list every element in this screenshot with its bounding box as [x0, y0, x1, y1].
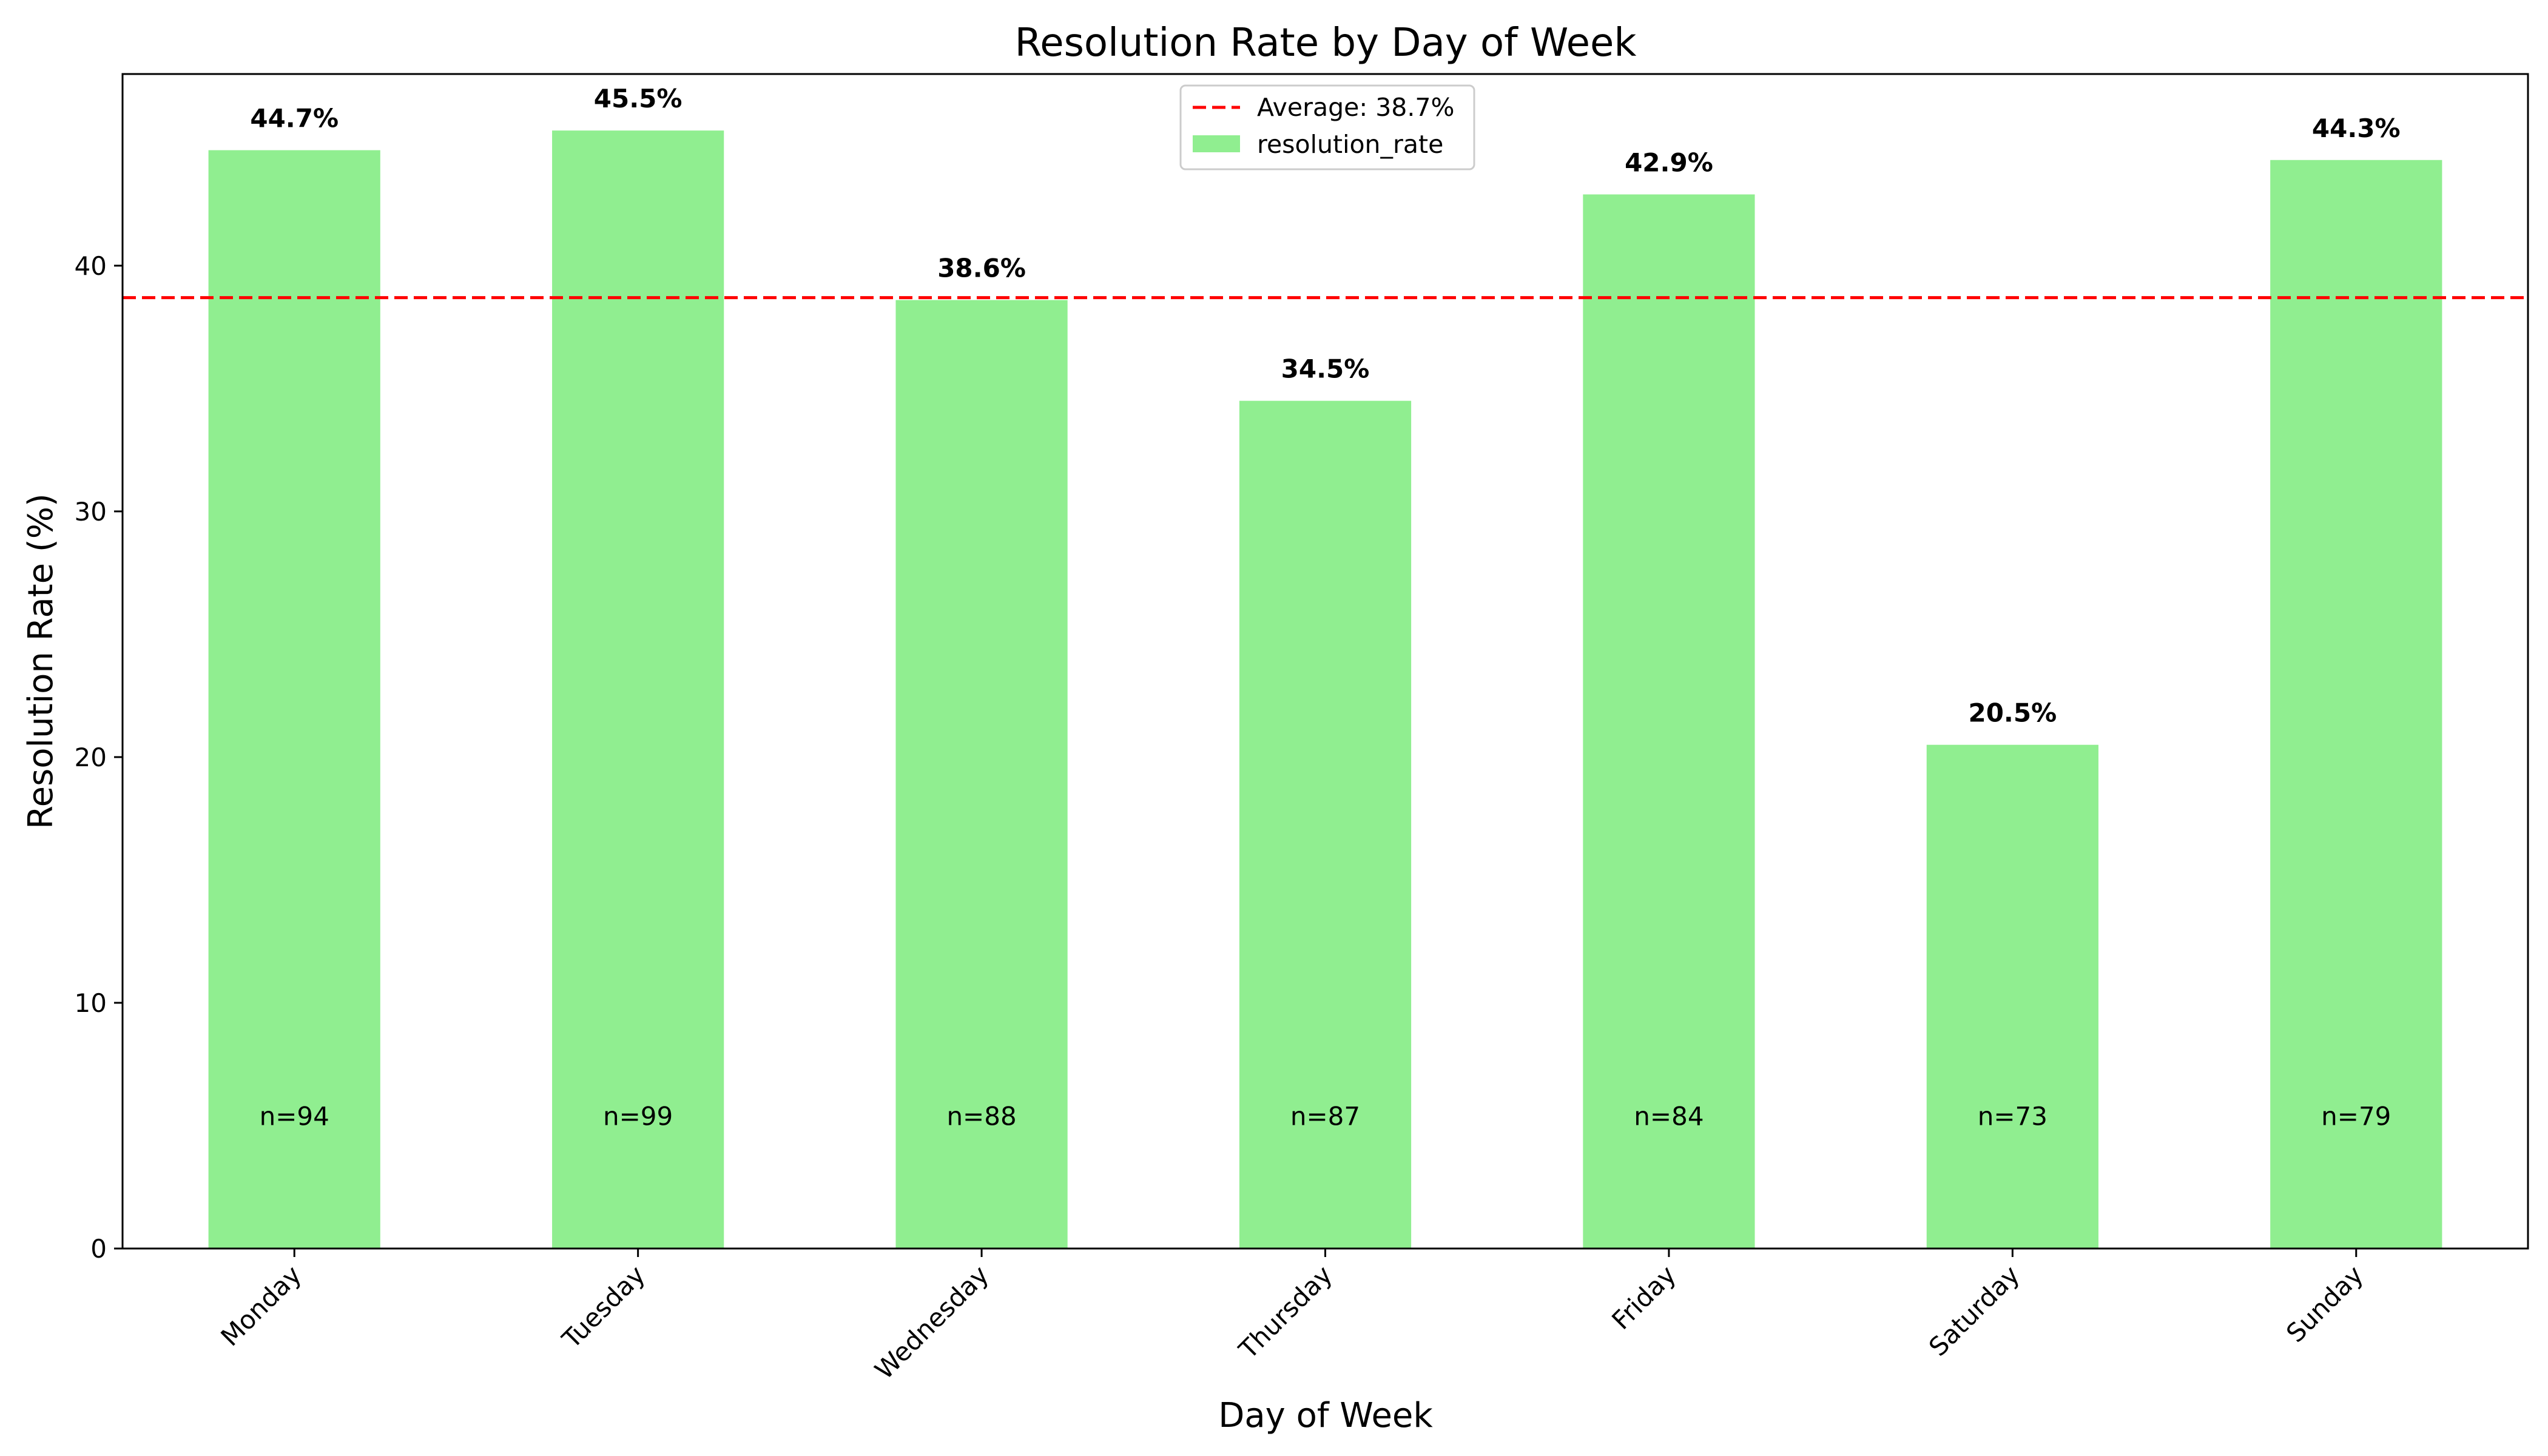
- bar-thursday: [1239, 400, 1412, 1249]
- count-label-friday: n=84: [1634, 1101, 1704, 1131]
- legend-label-series: resolution_rate: [1257, 130, 1443, 159]
- legend-box: [1179, 84, 1475, 170]
- chart-title: Resolution Rate by Day of Week: [1015, 21, 1637, 66]
- value-label-wednesday: 38.6%: [937, 254, 1026, 283]
- y-tick-label: 20: [75, 743, 107, 772]
- value-label-saturday: 20.5%: [1968, 698, 2057, 728]
- bar-monday: [208, 150, 380, 1249]
- count-label-wednesday: n=88: [946, 1101, 1016, 1131]
- count-label-sunday: n=79: [2321, 1101, 2391, 1131]
- y-tick-label: 40: [75, 251, 107, 281]
- y-tick-label: 0: [90, 1234, 107, 1264]
- bar-friday: [1583, 194, 1755, 1249]
- bar-tuesday: [552, 130, 724, 1249]
- legend-label-average: Average: 38.7%: [1257, 93, 1454, 122]
- bar-wednesday: [895, 300, 1068, 1249]
- value-label-friday: 42.9%: [1625, 147, 1713, 177]
- count-label-saturday: n=73: [1978, 1101, 2048, 1131]
- value-label-sunday: 44.3%: [2312, 113, 2401, 143]
- value-label-monday: 44.7%: [250, 104, 339, 133]
- y-tick-label: 30: [75, 497, 107, 527]
- value-label-tuesday: 45.5%: [594, 84, 682, 113]
- count-label-tuesday: n=99: [603, 1101, 673, 1131]
- count-label-monday: n=94: [260, 1101, 329, 1131]
- bar-saturday: [1926, 744, 2098, 1249]
- data-labels-group: 44.7% n=94 45.5% n=99 38.6% n=88 34.5% n=87 42.9…: [250, 84, 2400, 1131]
- y-tick-label: 10: [75, 988, 107, 1018]
- y-axis-label: Resolution Rate (%): [21, 493, 61, 829]
- value-label-thursday: 34.5%: [1281, 354, 1370, 384]
- count-label-thursday: n=87: [1290, 1101, 1360, 1131]
- bar-sunday: [2270, 160, 2442, 1249]
- legend-swatch-series: [1193, 135, 1240, 152]
- bars-group: [123, 130, 2528, 1249]
- legend: Average: 38.7% resolution_rate: [1179, 84, 1475, 170]
- x-axis-label: Day of Week: [1218, 1396, 1433, 1435]
